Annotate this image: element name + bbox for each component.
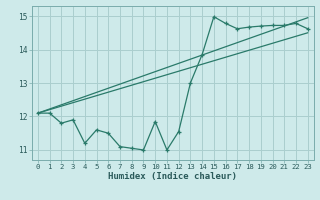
X-axis label: Humidex (Indice chaleur): Humidex (Indice chaleur) — [108, 172, 237, 181]
